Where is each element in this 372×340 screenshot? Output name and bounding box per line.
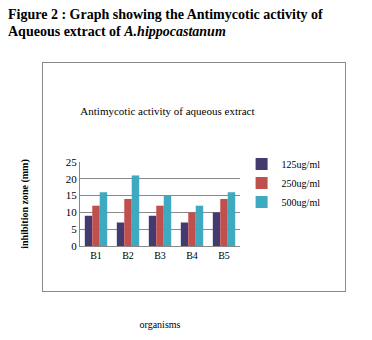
svg-text:B5: B5: [218, 250, 230, 261]
svg-text:500ug/ml: 500ug/ml: [282, 197, 321, 208]
svg-text:10: 10: [66, 206, 78, 218]
svg-text:25: 25: [66, 156, 78, 168]
svg-text:20: 20: [66, 173, 78, 185]
svg-text:250ug/ml: 250ug/ml: [282, 178, 321, 189]
svg-text:0: 0: [71, 240, 77, 252]
svg-text:B4: B4: [186, 250, 198, 261]
svg-text:inhibition zone (mm): inhibition zone (mm): [19, 159, 31, 248]
html-text:Figure 2 : Graph showing the A: Figure 2 : Graph showing the Antimycotic…: [8, 7, 323, 39]
svg-text:15: 15: [66, 189, 78, 201]
svg-text:125ug/ml: 125ug/ml: [282, 159, 321, 170]
svg-text:5: 5: [71, 223, 77, 235]
svg-text:Antimycotic activity of aqueou: Antimycotic activity of aqueous extract: [80, 105, 254, 117]
svg-text:B2: B2: [122, 250, 134, 261]
svg-text:B1: B1: [90, 250, 102, 261]
svg-text:B3: B3: [154, 250, 166, 261]
svg-text:organisms: organisms: [140, 319, 181, 330]
